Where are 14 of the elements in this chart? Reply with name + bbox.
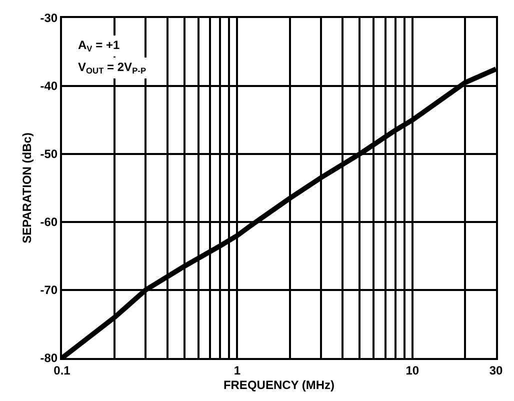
y-tick-label: -40 (40, 79, 58, 94)
y-axis-title: SEPARATION (dBc) (20, 132, 34, 244)
annotation: A$_{V}$ = +1 (78, 38, 120, 54)
annotation: V$_{OUT}$ = 2V$_{P-P}$ (78, 60, 146, 76)
y-tick-label: -50 (40, 147, 58, 162)
y-tick-label: -30 (40, 11, 58, 26)
x-axis-title: FREQUENCY (MHz) (223, 378, 335, 392)
y-tick-label: -70 (40, 283, 58, 298)
x-tick-label: 30 (489, 363, 503, 378)
y-tick-label: -60 (40, 215, 58, 230)
y-tick-label: -80 (40, 351, 58, 366)
x-tick-label: 10 (406, 363, 420, 378)
x-tick-label: 1 (234, 363, 241, 378)
x-tick-label: 0.1 (54, 363, 71, 378)
